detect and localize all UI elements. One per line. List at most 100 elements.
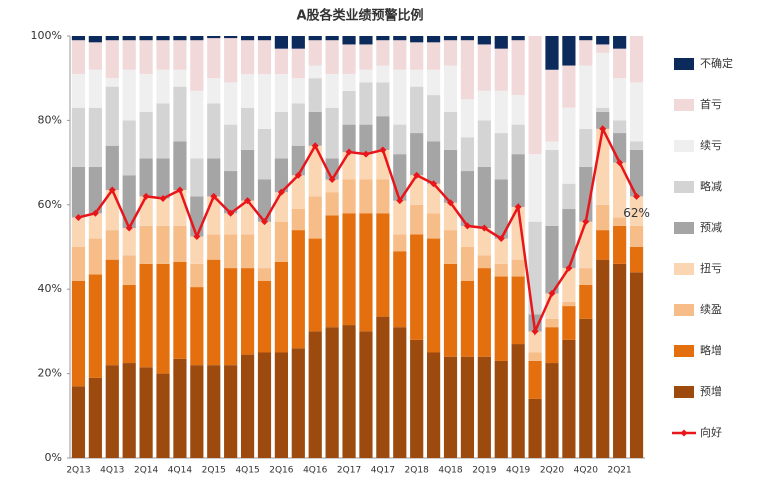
bar-segment — [613, 120, 627, 134]
bar-segment — [410, 86, 424, 134]
bar-segment — [190, 90, 204, 159]
legend-label: 不确定 — [700, 56, 733, 70]
legend-label: 略减 — [700, 179, 722, 193]
line-marker — [514, 203, 522, 211]
bar-segment — [545, 363, 559, 458]
bar-segment — [105, 78, 119, 87]
bar-segment — [156, 263, 170, 374]
bar-segment — [393, 327, 407, 458]
bar-segment — [545, 149, 559, 226]
bar-segment — [308, 331, 322, 458]
bar-segment — [224, 268, 238, 366]
bar-segment — [139, 73, 153, 112]
bar-segment — [562, 209, 576, 269]
line-marker — [379, 146, 387, 154]
bar-segment — [342, 73, 356, 91]
bar-segment — [291, 230, 305, 349]
bar-segment — [257, 128, 272, 180]
bar-segment — [190, 196, 204, 237]
bar-segment — [105, 40, 119, 79]
bar-segment — [207, 158, 221, 197]
bar-segment — [308, 65, 322, 79]
bar-segment — [376, 82, 390, 117]
bar-segment — [291, 145, 305, 176]
bar-segment — [443, 111, 458, 150]
bar-segment — [88, 107, 102, 167]
y-tick-label: 40% — [38, 282, 62, 295]
x-tick-label: 2Q16 — [269, 466, 294, 476]
bar-segment — [393, 36, 407, 41]
bar-segment — [207, 103, 221, 159]
bar-segment — [494, 179, 508, 239]
line-marker — [396, 197, 404, 205]
bar-segment — [291, 48, 305, 79]
bar-segment — [88, 238, 102, 275]
bar-segment — [122, 40, 136, 70]
bar-segment — [257, 40, 272, 74]
bar-segment — [443, 263, 458, 357]
bar-segment — [511, 206, 525, 260]
bar-segment — [342, 124, 356, 153]
line-marker — [227, 209, 235, 217]
y-tick-label: 0% — [45, 451, 62, 464]
bar-segment — [528, 398, 542, 458]
bar-segment — [240, 107, 255, 150]
x-tick-label: 4Q18 — [438, 466, 463, 476]
bar-segment — [460, 40, 475, 100]
bar-segment — [173, 225, 187, 262]
bar-segment — [308, 78, 322, 112]
line-marker — [125, 224, 133, 232]
line-marker — [74, 213, 82, 221]
bar-segment — [494, 90, 508, 134]
bar-segment — [460, 280, 475, 357]
bar-segment — [88, 274, 102, 378]
line-marker — [108, 186, 116, 194]
bar-segment — [224, 36, 238, 39]
bar-segment — [596, 52, 610, 108]
bar-segment — [376, 116, 390, 150]
bar-segment — [460, 247, 475, 281]
bar-segment — [477, 356, 491, 458]
bar-segment — [308, 36, 322, 41]
bar-segment — [274, 111, 288, 159]
bar-segment — [190, 236, 204, 264]
x-tick-label: 2Q19 — [472, 466, 497, 476]
bar-segment — [71, 40, 86, 74]
line-marker — [193, 232, 201, 240]
bar-segment — [156, 198, 170, 226]
x-tick-label: 2Q15 — [202, 466, 226, 476]
bar-segment — [240, 73, 255, 108]
y-tick-label: 20% — [38, 367, 62, 380]
bar-segment — [629, 36, 644, 83]
line-marker — [328, 175, 336, 183]
bar-segment — [274, 36, 288, 49]
bar-segment — [477, 268, 491, 357]
bar-segment — [494, 48, 508, 91]
bar-segment — [579, 36, 593, 41]
bar-segment — [240, 354, 255, 458]
bar-segment — [376, 179, 390, 214]
bar-segment — [410, 133, 424, 176]
bar-segment — [427, 69, 441, 96]
bar-segment — [443, 36, 458, 41]
bar-segment — [325, 215, 339, 328]
bar-segment — [274, 192, 288, 222]
bar-segment — [545, 69, 559, 142]
bar-segment — [443, 230, 458, 264]
bar-segment — [224, 124, 238, 172]
bar-segment — [291, 209, 305, 231]
bar-segment — [156, 225, 170, 264]
bar-segment — [460, 225, 475, 247]
bar-segment — [511, 95, 525, 125]
x-tick-label: 4Q15 — [235, 466, 259, 476]
line-marker — [447, 199, 455, 207]
bar-segment — [325, 107, 339, 159]
bar-segment — [224, 171, 238, 214]
bar-segment — [257, 268, 272, 281]
bar-segment — [494, 36, 508, 49]
bar-segment — [443, 202, 458, 231]
bar-segment — [274, 158, 288, 193]
bar-segment — [427, 42, 441, 70]
bar-segment — [376, 40, 390, 66]
bar-segment — [511, 40, 525, 96]
